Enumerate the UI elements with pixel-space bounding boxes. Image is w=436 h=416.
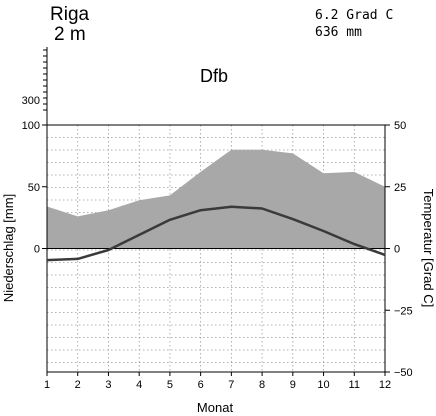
x-tick-label: 8 [259,379,265,391]
right-axis-tick-label: 0 [394,244,400,256]
right-axis-tick-label: 50 [394,120,406,132]
x-tick-label: 9 [290,379,296,391]
x-tick-label: 1 [44,379,50,391]
x-axis-ticks: 1 2 3 4 5 6 7 8 9 10 11 12 [44,372,391,391]
x-tick-label: 6 [198,379,204,391]
x-tick-label: 4 [136,379,142,391]
mean-temperature: 6.2 Grad C [315,8,393,23]
temperature-line [46,205,386,262]
left-axis-tick-label: 100 [22,120,40,132]
climate-class: Dfb [200,66,228,86]
x-tick-label: 11 [349,379,360,391]
x-tick-label: 2 [75,379,81,391]
right-axis-tick-label: −50 [394,367,413,379]
precipitation-area-layer [47,149,385,249]
x-tick-label: 7 [228,379,234,391]
left-axis: 0 50 100 300 [22,47,48,256]
x-tick-label: 12 [379,379,391,391]
x-axis-label: Monat [197,400,234,415]
x-tick-label: 5 [167,379,173,391]
station-elevation: 2 m [54,24,86,45]
left-axis-tick-label: 50 [28,182,40,194]
right-axis-tick-label: 25 [394,182,406,194]
temperature-line-layer [46,205,386,262]
y-axis-label-right: Temperatur [Grad C] [421,189,436,308]
x-tick-label: 10 [317,379,329,391]
y-axis-label-left: Niederschlag [mm] [1,194,16,302]
left-axis-tick-label: 0 [34,244,40,256]
left-axis-tick-label: 300 [22,95,40,107]
right-axis-tick-label: −25 [394,305,413,317]
precipitation-area [47,149,385,249]
station-name: Riga [50,4,90,25]
annual-precipitation: 636 mm [315,25,362,40]
x-tick-label: 3 [105,379,111,391]
right-axis: 50 25 0 −25 −50 [385,120,413,379]
